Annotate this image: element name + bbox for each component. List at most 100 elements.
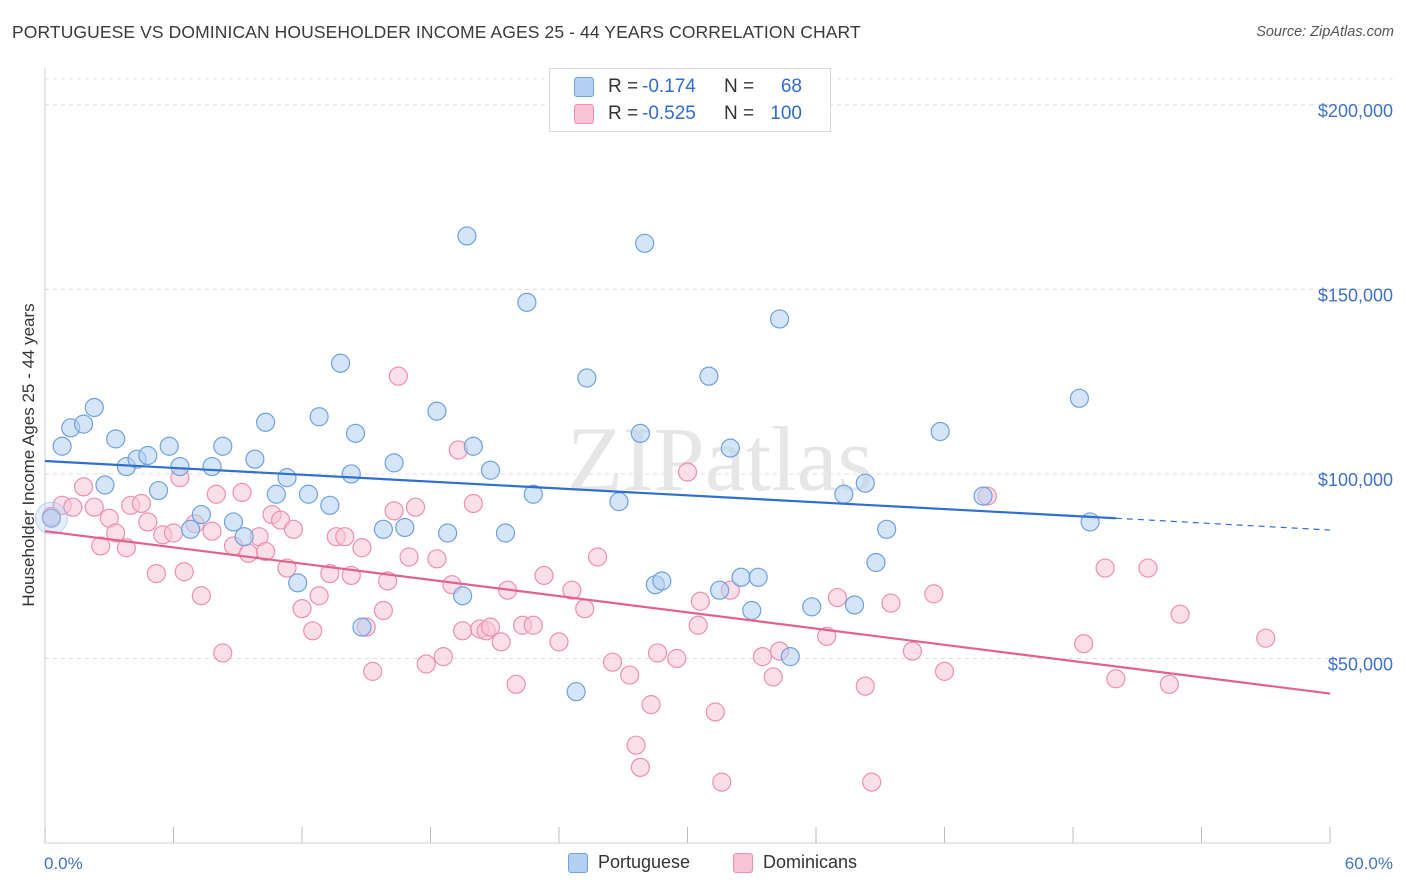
bottom-legend-swatch-portuguese xyxy=(568,852,588,873)
portuguese-point xyxy=(748,567,768,587)
portuguese-point xyxy=(213,436,233,456)
chart-title: PORTUGUESE VS DOMINICAN HOUSEHOLDER INCO… xyxy=(12,22,861,42)
portuguese-point xyxy=(523,484,543,504)
dominican-point xyxy=(817,626,837,646)
dominican-point xyxy=(902,641,922,661)
legend-swatch-dominicans xyxy=(574,104,594,124)
bottom-legend-dominicans: Dominicans xyxy=(733,852,857,873)
dominican-point xyxy=(1138,558,1158,578)
portuguese-point xyxy=(427,401,447,421)
portuguese-point xyxy=(41,508,62,528)
legend-r-value: -0.174 xyxy=(642,76,696,97)
portuguese-point xyxy=(1069,388,1090,408)
portuguese-point xyxy=(320,495,340,515)
portuguese-point xyxy=(480,460,501,480)
portuguese-point xyxy=(191,504,211,525)
dominican-point xyxy=(523,615,543,635)
portuguese-point xyxy=(95,475,115,495)
bottom-legend-label: Dominicans xyxy=(763,852,858,872)
dominican-point xyxy=(303,621,323,641)
portuguese-points xyxy=(34,226,1100,702)
legend-r-value: -0.525 xyxy=(642,103,696,124)
dominican-point xyxy=(433,647,453,667)
portuguese-point xyxy=(780,647,800,667)
axes xyxy=(44,68,1331,844)
portuguese-point xyxy=(930,421,950,442)
portuguese-point xyxy=(384,453,404,473)
dominican-point xyxy=(1106,669,1126,689)
legend-n-value: 100 xyxy=(770,103,802,124)
dominican-point xyxy=(602,652,623,672)
portuguese-point xyxy=(106,429,126,449)
dominican-point xyxy=(163,523,184,543)
dominican-point xyxy=(238,543,259,563)
dominican-point xyxy=(388,366,408,386)
dominican-point xyxy=(1074,634,1094,654)
dominican-point xyxy=(106,523,126,543)
legend-n-value: 68 xyxy=(780,76,802,97)
dominican-point xyxy=(191,586,211,606)
portuguese-point xyxy=(341,464,361,484)
portuguese-point xyxy=(159,436,179,456)
dominican-point xyxy=(924,584,944,604)
portuguese-point xyxy=(844,595,865,615)
legend-row-dominicans: R = -0.525 N = 100 xyxy=(574,102,802,126)
y-tick-label: $100,000 xyxy=(1318,470,1393,490)
portuguese-point-large xyxy=(34,501,68,535)
portuguese-point xyxy=(453,586,473,606)
portuguese-point xyxy=(266,484,286,504)
portuguese-point xyxy=(635,233,655,253)
dominican-point xyxy=(427,549,447,569)
portuguese-point xyxy=(438,523,458,543)
dominican-point xyxy=(352,538,372,558)
portuguese-point xyxy=(277,468,297,488)
dominican-point xyxy=(506,674,526,694)
y-tick-label: $150,000 xyxy=(1318,285,1393,305)
bottom-legend-swatch-dominicans xyxy=(733,852,753,873)
dominican-point xyxy=(575,599,595,619)
dominican-point xyxy=(320,563,340,584)
dominican-point xyxy=(690,591,710,611)
dominican-point xyxy=(309,586,329,606)
portuguese-point xyxy=(395,517,415,538)
dominican-point xyxy=(91,536,111,556)
dominican-point xyxy=(677,462,698,482)
tick-labels: $50,000 $100,000 $150,000 $200,000 0.0% 60.0% xyxy=(44,101,1393,873)
dominican-point xyxy=(587,547,608,567)
x-tick-label: 0.0% xyxy=(44,854,83,873)
portuguese-point xyxy=(652,571,672,591)
dominican-point xyxy=(232,482,252,503)
source-label: Source: ZipAtlas.com xyxy=(1256,24,1394,40)
dominican-point xyxy=(855,676,875,696)
portuguese-point xyxy=(234,527,254,547)
portuguese-point xyxy=(330,353,351,373)
portuguese-point xyxy=(457,226,477,246)
portuguese-point xyxy=(866,552,886,573)
dominican-point xyxy=(641,695,661,715)
portuguese-point xyxy=(202,456,222,477)
portuguese-point xyxy=(720,438,740,458)
dominican-point xyxy=(399,547,419,567)
legend-r-label: R = xyxy=(608,103,639,124)
dominican-point xyxy=(283,519,304,539)
portuguese-point xyxy=(855,473,875,493)
dominican-point xyxy=(146,563,166,584)
dominican-point xyxy=(647,643,668,663)
portuguese-point xyxy=(84,397,104,418)
dominican-point xyxy=(827,587,848,608)
dominican-point xyxy=(174,562,194,582)
dominican-point xyxy=(1159,674,1179,694)
portuguese-point xyxy=(345,423,366,443)
dominican-point xyxy=(934,661,955,681)
portuguese-point xyxy=(73,414,94,434)
bottom-legend-label: Portuguese xyxy=(598,852,691,872)
bottom-legend-portuguese: Portuguese xyxy=(568,852,690,873)
dominican-point xyxy=(206,484,226,504)
portuguese-point xyxy=(877,519,897,539)
portuguese-point xyxy=(710,580,730,600)
dominican-point xyxy=(277,558,297,578)
dominican-point xyxy=(688,615,708,635)
y-tick-label: $50,000 xyxy=(1328,654,1393,674)
dominican-point xyxy=(480,617,501,637)
